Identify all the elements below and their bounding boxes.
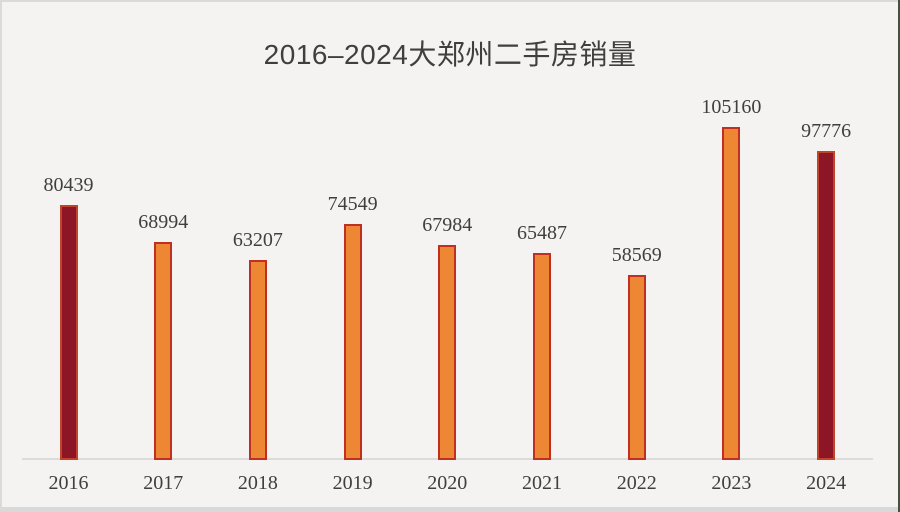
x-axis-label: 2018 <box>237 472 278 494</box>
bar-2020[interactable] <box>438 245 457 460</box>
x-axis-label: 2020 <box>427 472 468 494</box>
bar-2018[interactable] <box>248 260 267 460</box>
bar-2019[interactable] <box>343 224 362 460</box>
bar-2022[interactable] <box>627 275 646 460</box>
bar-2023[interactable] <box>722 127 741 460</box>
bar-value-label: 58569 <box>611 244 662 266</box>
x-axis-label: 2022 <box>616 472 657 494</box>
x-axis-label: 2017 <box>143 472 184 494</box>
bar-value-label: 68994 <box>138 211 189 233</box>
bar-2024[interactable] <box>817 151 836 460</box>
chart-title: 2016–2024大郑州二手房销量 <box>263 39 637 70</box>
bar-value-label: 105160 <box>701 96 762 118</box>
bar-2016[interactable] <box>59 205 78 460</box>
x-axis-label: 2024 <box>806 472 847 494</box>
bar-2017[interactable] <box>154 242 173 460</box>
window-edge-top <box>0 0 900 2</box>
bar-value-label: 65487 <box>517 222 567 244</box>
bar-value-label: 67984 <box>422 214 473 236</box>
bar-value-label: 80439 <box>43 174 94 196</box>
window-edge-left <box>0 0 2 512</box>
bar-value-label: 74549 <box>327 193 378 215</box>
x-axis-label: 2023 <box>711 472 752 494</box>
x-axis-label: 2019 <box>332 472 373 494</box>
bar-2021[interactable] <box>533 253 551 460</box>
x-axis-label: 2016 <box>48 472 89 494</box>
x-axis-label: 2021 <box>522 472 562 494</box>
window-edge-right <box>898 0 900 512</box>
bar-value-label: 97776 <box>801 120 852 142</box>
window-edge-bottom <box>0 507 900 512</box>
bar-value-label: 63207 <box>232 229 283 251</box>
